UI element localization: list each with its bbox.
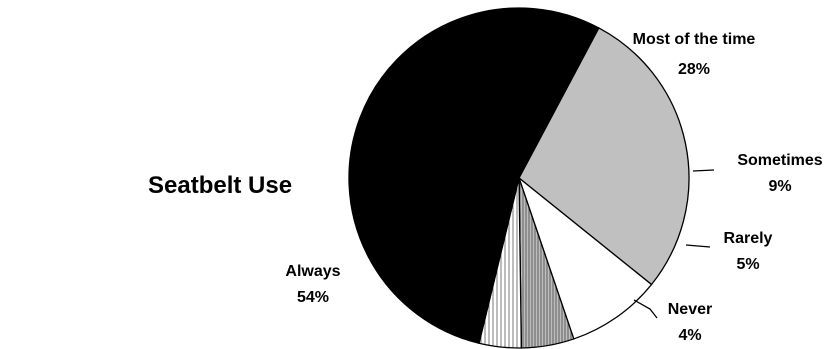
- pie-slice-most-of-the-time: [518, 27, 690, 286]
- leader-line: [685, 244, 711, 248]
- slice-percent-label: 9%: [768, 178, 791, 195]
- slice-label: Always: [285, 263, 340, 280]
- pie-slices: [348, 7, 690, 349]
- pie-slice-sometimes: [517, 176, 653, 340]
- slice-percent-label: 5%: [736, 256, 759, 273]
- slice-percent-label: 28%: [678, 61, 710, 78]
- slice-label: Rarely: [724, 230, 773, 247]
- pie-slice-always: [348, 7, 600, 345]
- slice-label: Never: [668, 301, 712, 318]
- leader-lines: [633, 169, 715, 319]
- chart-title: Seatbelt Use: [148, 172, 292, 199]
- slice-label: Sometimes: [737, 152, 822, 169]
- leader-line: [692, 169, 715, 172]
- slice-percent-label: 4%: [678, 327, 701, 344]
- slice-labels: Most of the time 28% Sometimes 9% Rarely 5% Ne…: [285, 31, 822, 344]
- leader-line: [633, 299, 658, 319]
- slice-label: Most of the time: [633, 31, 756, 48]
- slice-percent-label: 54%: [297, 289, 329, 306]
